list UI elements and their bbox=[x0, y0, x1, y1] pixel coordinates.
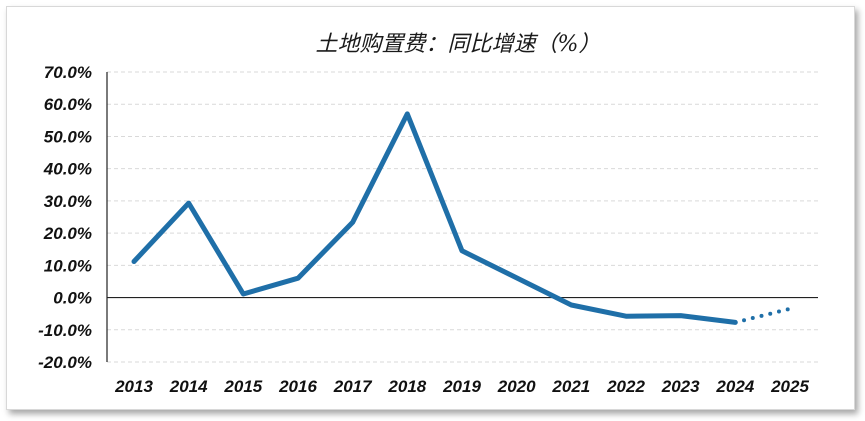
x-tick-label: 2024 bbox=[715, 377, 754, 396]
x-tick-label: 2013 bbox=[114, 377, 153, 396]
x-tick-label: 2022 bbox=[606, 377, 645, 396]
y-tick-label: 70.0% bbox=[44, 63, 92, 82]
x-tick-label: 2018 bbox=[387, 377, 426, 396]
x-axis-ticks: 2013 2014 2015 2016 2017 2018 2019 2020 2021 2022… bbox=[114, 377, 809, 396]
x-tick-label: 2015 bbox=[223, 377, 262, 396]
y-tick-label: 30.0% bbox=[44, 192, 92, 211]
y-tick-label: -10.0% bbox=[38, 321, 92, 340]
series-lines bbox=[131, 111, 792, 325]
axes bbox=[106, 72, 818, 362]
forecast-line bbox=[733, 306, 792, 325]
x-tick-label: 2017 bbox=[333, 377, 373, 396]
y-tick-label: 20.0% bbox=[43, 224, 92, 243]
x-tick-label: 2019 bbox=[442, 377, 481, 396]
chart-frame bbox=[6, 6, 855, 410]
x-tick-label: 2025 bbox=[770, 377, 809, 396]
y-tick-label: 60.0% bbox=[44, 95, 92, 114]
chart-title: 土地购置费：同比增速（%） bbox=[316, 32, 601, 57]
x-tick-label: 2023 bbox=[661, 377, 700, 396]
y-tick-label: 0.0% bbox=[53, 289, 92, 308]
y-axis-ticks: -20.0% -10.0% 0.0% 10.0% 20.0% 30.0% 40.0% 50.0… bbox=[38, 63, 92, 372]
y-tick-label: 50.0% bbox=[44, 127, 92, 146]
x-tick-label: 2014 bbox=[169, 377, 208, 396]
y-tick-label: 40.0% bbox=[43, 160, 92, 179]
x-tick-label: 2021 bbox=[551, 377, 590, 396]
series-line bbox=[131, 111, 738, 325]
y-tick-label: -20.0% bbox=[38, 353, 92, 372]
y-tick-label: 10.0% bbox=[44, 256, 92, 275]
x-tick-label: 2020 bbox=[497, 377, 536, 396]
x-tick-label: 2016 bbox=[278, 377, 317, 396]
